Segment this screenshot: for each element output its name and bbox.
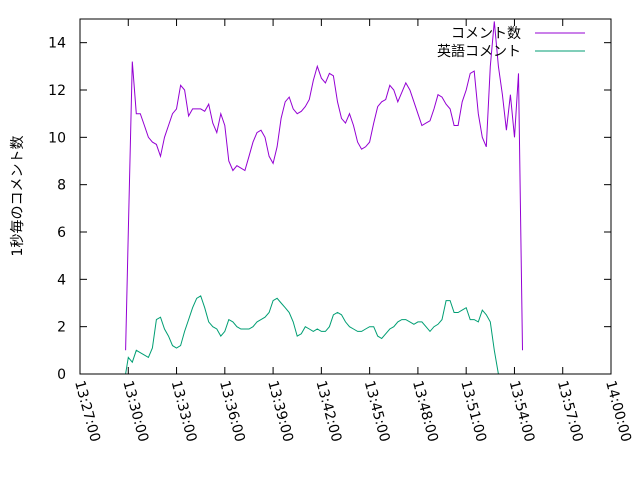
series-line-0 [125,21,523,351]
x-tick-label: 13:48:00 [409,379,441,444]
x-tick-label: 14:00:00 [602,379,634,444]
y-tick-label: 4 [57,272,66,288]
x-tick-label: 13:45:00 [361,379,393,444]
legend-label: コメント数 [451,26,521,42]
x-tick-label: 13:30:00 [119,379,151,444]
y-tick-label: 2 [57,320,66,336]
series-layer [125,21,523,375]
series-line-1 [125,295,499,375]
y-tick-label: 14 [48,36,66,52]
x-axis-ticks: 13:27:00 13:30:00 13:33:00 13:36:00 13:39:00… [71,19,634,444]
plot-frame [79,18,612,375]
y-axis-label: 1秒毎のコメント数 [10,136,26,257]
x-tick-label: 13:57:00 [554,379,586,444]
x-tick-label: 13:33:00 [168,379,200,444]
x-tick-label: 13:54:00 [506,379,538,444]
legend-label: 英語コメント [437,43,521,60]
y-tick-label: 12 [48,83,66,99]
x-tick-label: 13:27:00 [71,379,103,444]
x-tick-label: 13:42:00 [312,379,344,444]
x-tick-label: 13:39:00 [264,379,296,444]
x-tick-label: 13:36:00 [216,379,248,444]
x-tick-label: 13:51:00 [457,379,489,444]
y-tick-label: 6 [57,225,66,241]
y-tick-label: 0 [57,367,66,383]
y-tick-label: 8 [57,178,66,194]
y-tick-label: 10 [48,130,66,146]
y-axis-ticks: 0 2 4 6 8 10 12 14 [48,36,611,383]
